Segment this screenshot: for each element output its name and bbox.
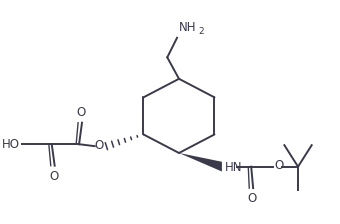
Text: NH: NH	[179, 21, 197, 34]
Text: HO: HO	[2, 138, 19, 151]
Text: HN: HN	[225, 161, 242, 174]
Text: O: O	[248, 192, 257, 205]
Text: 2: 2	[199, 27, 204, 36]
Polygon shape	[179, 153, 222, 172]
Text: O: O	[275, 159, 284, 172]
Text: O: O	[49, 170, 58, 183]
Text: O: O	[76, 106, 86, 119]
Text: O: O	[94, 139, 103, 152]
